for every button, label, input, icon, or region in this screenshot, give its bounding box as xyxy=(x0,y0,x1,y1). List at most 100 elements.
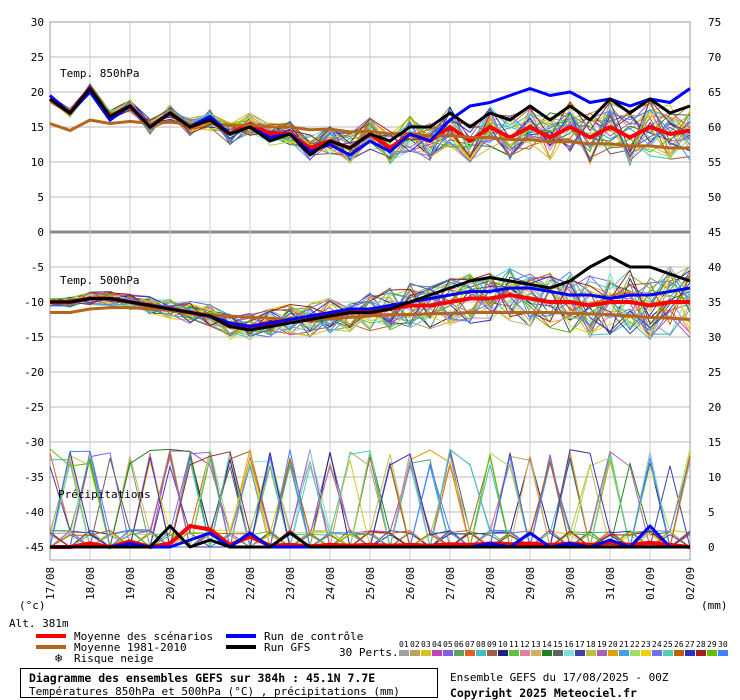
legend-mean-label: Moyenne des scénarios xyxy=(74,630,213,643)
left-unit-label: (°c) xyxy=(19,599,46,612)
date-label: 21/08 xyxy=(204,567,217,600)
pert-swatch xyxy=(542,650,552,656)
pert-number: 24 xyxy=(652,640,662,649)
pert-number: 11 xyxy=(509,640,519,649)
pert-number: 12 xyxy=(520,640,530,649)
right-tick-label: 15 xyxy=(708,436,721,449)
pert-number: 08 xyxy=(476,640,486,649)
left-tick-label: -45 xyxy=(24,541,44,554)
date-label: 27/08 xyxy=(444,567,457,600)
left-tick-label: 25 xyxy=(31,51,44,64)
left-tick-label: -5 xyxy=(31,261,44,274)
precip-panel-label: Précipitations xyxy=(58,488,151,501)
right-tick-label: 60 xyxy=(708,121,721,134)
series-t500 xyxy=(50,306,691,321)
right-tick-label: 75 xyxy=(708,16,721,29)
pert-line-t500 xyxy=(49,266,691,341)
pert-number: 10 xyxy=(498,640,508,649)
legend-perts-label: 30 Perts. xyxy=(339,646,399,659)
pert-swatch xyxy=(399,650,409,656)
pert-swatch xyxy=(421,650,431,656)
pert-swatch xyxy=(410,650,420,656)
grid xyxy=(49,21,691,561)
pert-number: 25 xyxy=(663,640,673,649)
pert-swatch xyxy=(696,650,706,656)
right-tick-label: 25 xyxy=(708,366,721,379)
pert-legend: 01 02 03 04 05 06 07 08 09 10 11 12 13 14 15 16 17 18 19 20… xyxy=(399,640,728,656)
pert-swatch xyxy=(641,650,651,656)
pert-swatch xyxy=(476,650,486,656)
pert-swatch xyxy=(597,650,607,656)
date-label: 24/08 xyxy=(324,567,337,600)
pert-number: 07 xyxy=(465,640,475,649)
pert-swatch xyxy=(630,650,640,656)
pert-swatch xyxy=(498,650,508,656)
pert-number: 09 xyxy=(487,640,497,649)
right-tick-label: 70 xyxy=(708,51,721,64)
left-tick-label: -40 xyxy=(24,506,44,519)
date-label: 17/08 xyxy=(44,567,57,600)
legend-control-label: Run de contrôle xyxy=(264,630,363,643)
date-label: 19/08 xyxy=(124,567,137,600)
pert-swatch xyxy=(707,650,717,656)
left-tick-label: -25 xyxy=(24,401,44,414)
right-tick-label: 50 xyxy=(708,191,721,204)
date-label: 23/08 xyxy=(284,567,297,600)
pert-swatch xyxy=(718,650,728,656)
pert-number: 13 xyxy=(531,640,541,649)
right-tick-label: 35 xyxy=(708,296,721,309)
pert-number: 30 xyxy=(718,640,728,649)
right-tick-label: 30 xyxy=(708,331,721,344)
left-tick-label: -10 xyxy=(24,296,44,309)
left-tick-label: 0 xyxy=(37,226,44,239)
pert-swatch xyxy=(663,650,673,656)
pert-line-t850 xyxy=(49,86,691,159)
pert-number: 05 xyxy=(443,640,453,649)
pert-swatch xyxy=(432,650,442,656)
left-tick-label: 5 xyxy=(37,191,44,204)
pert-number: 21 xyxy=(619,640,629,649)
pert-number: 04 xyxy=(432,640,442,649)
pert-number: 19 xyxy=(597,640,607,649)
date-label: 01/09 xyxy=(644,567,657,600)
date-label: 02/09 xyxy=(684,567,697,600)
pert-swatch xyxy=(652,650,662,656)
right-tick-label: 55 xyxy=(708,156,721,169)
pert-number: 22 xyxy=(630,640,640,649)
left-tick-label: -35 xyxy=(24,471,44,484)
left-tick-label: -20 xyxy=(24,366,44,379)
pert-number: 27 xyxy=(685,640,695,649)
left-tick-label: 30 xyxy=(31,16,44,29)
left-tick-label: 15 xyxy=(31,121,44,134)
legend-gfs-swatch xyxy=(226,645,256,649)
date-label: 31/08 xyxy=(604,567,617,600)
pert-number: 02 xyxy=(410,640,420,649)
diagram-subtitle: Températures 850hPa et 500hPa (°C) , pré… xyxy=(29,685,400,698)
left-tick-label: 20 xyxy=(31,86,44,99)
diagram-title: Diagramme des ensembles GEFS sur 384h : … xyxy=(29,671,376,685)
pert-number: 01 xyxy=(399,640,409,649)
pert-number: 06 xyxy=(454,640,464,649)
right-tick-label: 40 xyxy=(708,261,721,274)
date-label: 20/08 xyxy=(164,567,177,600)
t500-panel-label: Temp. 500hPa xyxy=(60,274,139,287)
pert-swatch xyxy=(520,650,530,656)
right-unit-label: (mm) xyxy=(701,599,728,612)
right-tick-label: 45 xyxy=(708,226,721,239)
pert-number: 28 xyxy=(696,640,706,649)
pert-swatch xyxy=(509,650,519,656)
pert-number: 29 xyxy=(707,640,717,649)
pert-swatch xyxy=(685,650,695,656)
pert-number: 16 xyxy=(564,640,574,649)
date-label: 26/08 xyxy=(404,567,417,600)
copyright: Copyright 2025 Meteociel.fr xyxy=(450,686,637,700)
left-tick-label: 10 xyxy=(31,156,44,169)
pert-number: 03 xyxy=(421,640,431,649)
main-series xyxy=(48,86,691,549)
pert-number: 17 xyxy=(575,640,585,649)
right-tick-label: 5 xyxy=(708,506,715,519)
plot-frame xyxy=(49,21,691,561)
pert-swatch xyxy=(575,650,585,656)
